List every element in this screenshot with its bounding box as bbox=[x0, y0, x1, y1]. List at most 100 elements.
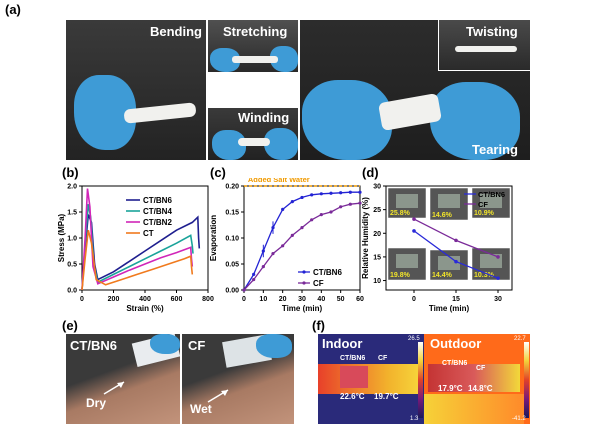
legend-label: CT/BN4 bbox=[143, 207, 172, 216]
data-point bbox=[281, 244, 285, 248]
thermal-arm bbox=[318, 364, 418, 394]
x-tick-label: 10 bbox=[259, 296, 267, 303]
plot-frame bbox=[243, 185, 361, 291]
x-tick-label: 20 bbox=[279, 296, 287, 303]
caption-winding: Winding bbox=[238, 110, 290, 125]
x-axis-label: Time (min) bbox=[282, 304, 323, 313]
data-point bbox=[339, 191, 343, 195]
humidity-reading: 19.8% bbox=[390, 272, 411, 279]
x-tick-label: 600 bbox=[171, 296, 183, 303]
note-wet: Wet bbox=[190, 402, 212, 416]
x-axis-label: Time (min) bbox=[429, 304, 470, 313]
panel-c-label: (c) bbox=[210, 165, 226, 180]
data-point bbox=[281, 207, 285, 211]
data-point bbox=[358, 201, 362, 205]
thermal-ground bbox=[424, 394, 524, 424]
data-point bbox=[261, 265, 265, 269]
data-point bbox=[348, 190, 352, 194]
data-point bbox=[329, 210, 333, 214]
data-point bbox=[412, 217, 416, 221]
x-tick-label: 30 bbox=[494, 296, 502, 303]
panel-d-label: (d) bbox=[362, 165, 379, 180]
data-point bbox=[454, 238, 458, 243]
x-tick-label: 400 bbox=[139, 296, 151, 303]
x-tick-label: 40 bbox=[317, 296, 325, 303]
y-tick-label: 0.0 bbox=[67, 288, 77, 295]
x-tick-label: 30 bbox=[298, 296, 306, 303]
humidity-reading: 10.3% bbox=[474, 272, 495, 279]
data-point bbox=[412, 229, 416, 233]
thermal-image-outdoor bbox=[424, 334, 530, 424]
scale2-min: -41.2 bbox=[512, 416, 526, 422]
data-point bbox=[300, 226, 304, 230]
data-point bbox=[310, 193, 314, 197]
data-point bbox=[319, 213, 323, 217]
panel-a-label: (a) bbox=[5, 2, 21, 17]
hygrometer-display bbox=[396, 194, 418, 208]
legend-label: CT/BN6 bbox=[313, 268, 342, 277]
x-tick-label: 50 bbox=[337, 296, 345, 303]
label-outdoor-cf: CF bbox=[476, 365, 486, 372]
humidity-reading: 14.4% bbox=[432, 272, 453, 279]
glove-image bbox=[256, 334, 292, 358]
series-line-ct-bn6 bbox=[81, 214, 201, 291]
y-tick-label: 0.15 bbox=[225, 210, 239, 217]
colorbar bbox=[418, 342, 423, 418]
sample-strip bbox=[232, 56, 278, 63]
legend-label: CT bbox=[143, 229, 154, 238]
glove-image bbox=[302, 80, 392, 160]
arrow-icon bbox=[103, 381, 125, 395]
data-point bbox=[271, 252, 275, 256]
y-tick-label: 30 bbox=[373, 184, 381, 191]
data-point bbox=[496, 255, 500, 259]
data-point bbox=[290, 200, 294, 204]
colorbar bbox=[524, 342, 529, 418]
x-tick-label: 60 bbox=[356, 296, 364, 303]
y-tick-label: 15 bbox=[373, 254, 381, 261]
y-tick-label: 10 bbox=[373, 278, 381, 285]
thermal-image-indoor bbox=[318, 334, 424, 424]
glove-image bbox=[150, 334, 180, 354]
caption-cf: CF bbox=[188, 338, 206, 353]
legend-label: CF bbox=[478, 200, 488, 209]
hygrometer-display bbox=[396, 254, 418, 268]
y-axis-label: Relative Humidity (%) bbox=[361, 197, 370, 279]
y-axis-label: Evaporation bbox=[209, 215, 218, 261]
y-tick-label: 1.0 bbox=[67, 236, 77, 243]
panel-b-label: (b) bbox=[62, 165, 79, 180]
temp-outdoor-cf: 14.8°C bbox=[468, 384, 493, 393]
data-point bbox=[454, 259, 458, 264]
plot-frame bbox=[385, 185, 513, 291]
data-point bbox=[319, 192, 323, 196]
stretching-photo bbox=[208, 20, 298, 72]
hygrometer-display bbox=[438, 256, 460, 270]
caption-ctbn6: CT/BN6 bbox=[70, 338, 117, 353]
data-point bbox=[300, 195, 304, 200]
sample-strip bbox=[238, 138, 270, 146]
title-indoor: Indoor bbox=[322, 336, 363, 351]
data-point bbox=[242, 288, 246, 292]
legend-marker bbox=[302, 281, 306, 285]
data-point bbox=[358, 190, 362, 194]
data-point bbox=[290, 233, 294, 237]
data-point bbox=[348, 202, 352, 206]
legend-marker bbox=[302, 270, 306, 274]
skin-photo-left bbox=[66, 334, 180, 424]
caption-stretching: Stretching bbox=[223, 24, 288, 39]
y-tick-label: 2.0 bbox=[67, 184, 77, 191]
series-line-ct-bn2 bbox=[81, 188, 194, 291]
glove-image bbox=[264, 128, 298, 160]
legend-label: CT/BN6 bbox=[478, 190, 505, 199]
winding-photo bbox=[208, 108, 298, 160]
label-indoor-ctbn6: CT/BN6 bbox=[340, 355, 366, 362]
data-point bbox=[339, 205, 343, 209]
scale1-min: 1.3 bbox=[410, 416, 419, 422]
y-tick-label: 0.5 bbox=[67, 262, 77, 269]
thermal-arm bbox=[428, 364, 520, 392]
humidity-reading: 10.9% bbox=[474, 210, 495, 217]
hygrometer-display bbox=[480, 194, 502, 208]
label-indoor-cf: CF bbox=[378, 355, 388, 362]
thermal-patch bbox=[340, 366, 368, 388]
tearing-photo bbox=[300, 20, 530, 160]
y-tick-label: 0.05 bbox=[225, 262, 239, 269]
